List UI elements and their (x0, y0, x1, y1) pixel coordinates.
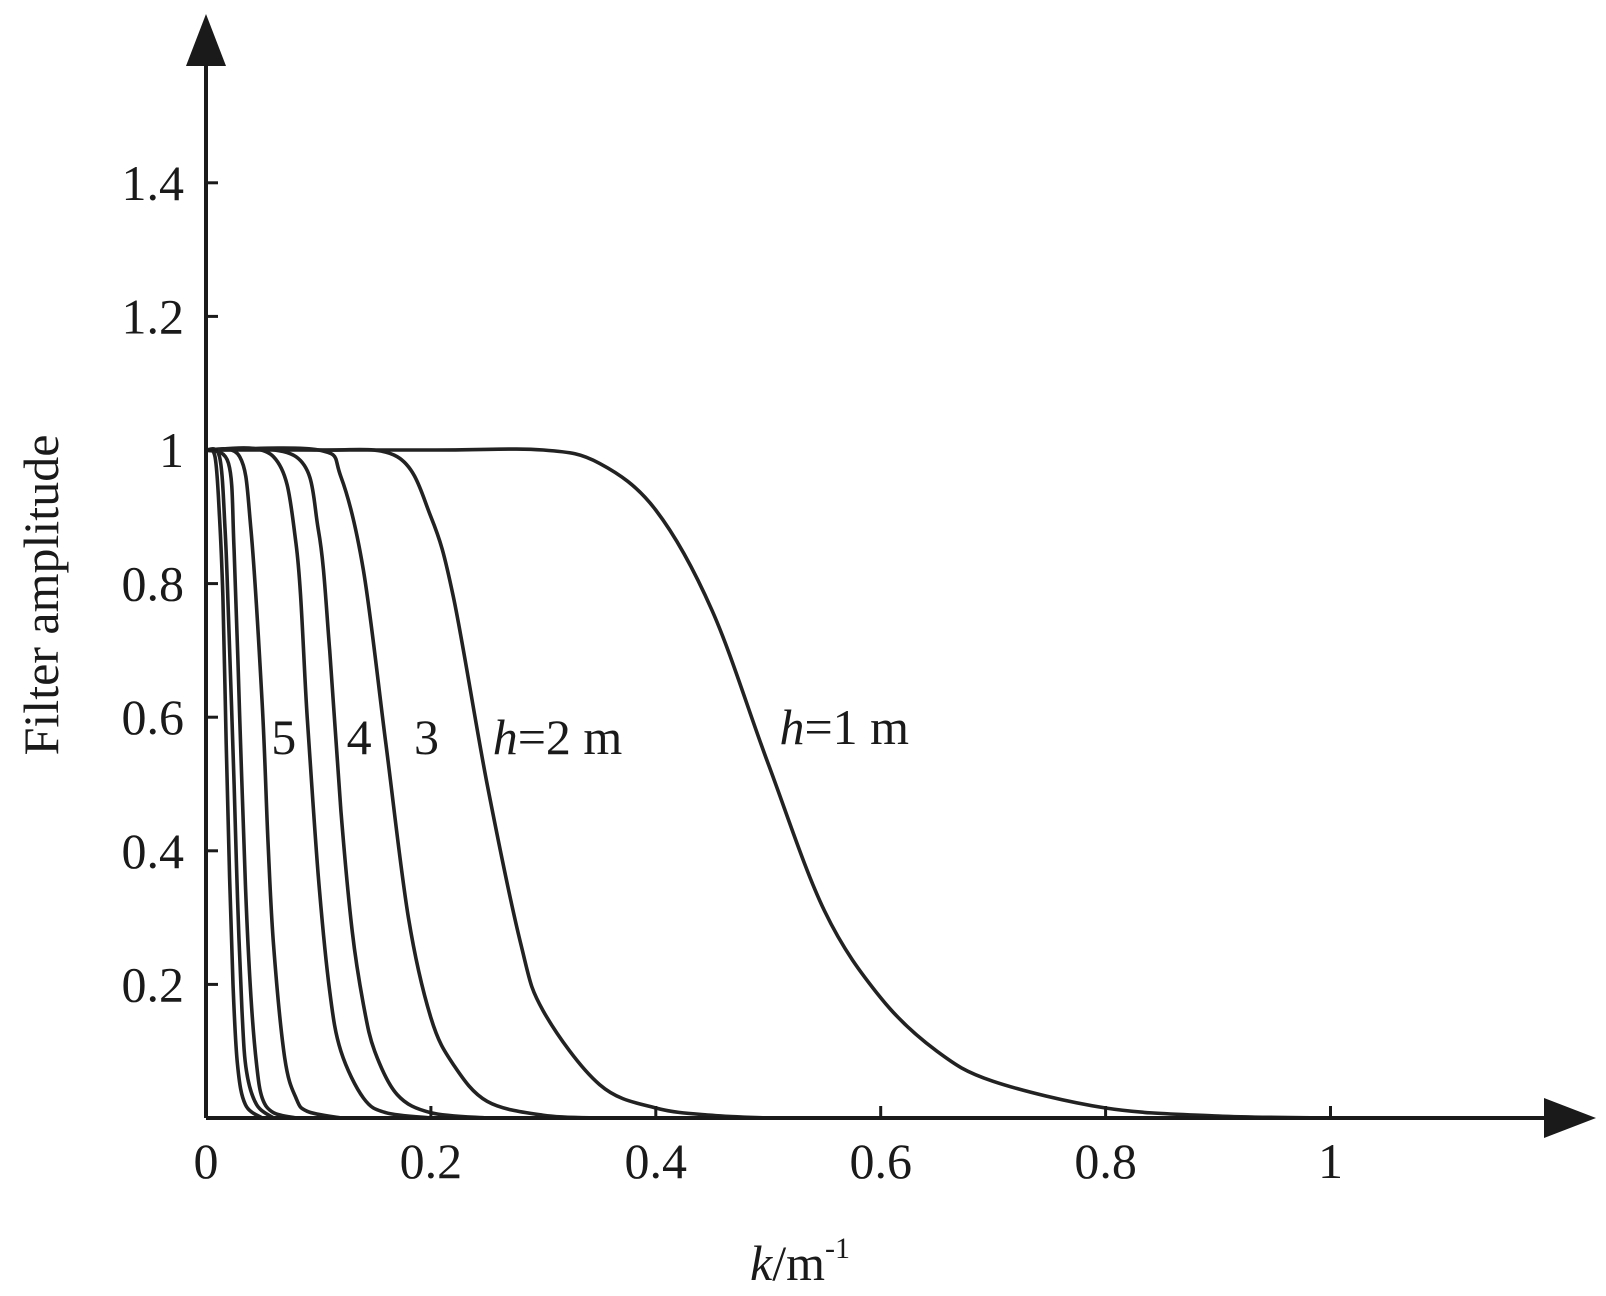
curve-label-4: 4 (347, 709, 372, 765)
series-line-h4 (205, 446, 488, 1120)
y-tick-label: 0.2 (122, 956, 185, 1012)
y-tick-label: 0.8 (122, 556, 185, 612)
curve-label-text: 3 (414, 709, 439, 765)
series-line-h7 (205, 448, 297, 1120)
curve-label-3: 3 (414, 709, 439, 765)
series-line-h9 (204, 447, 264, 1120)
curve-label-h2: h=2 m (493, 709, 623, 765)
series-line-h5 (205, 446, 432, 1120)
x-axis-var: k (750, 1235, 773, 1291)
curve-label-text: =1 m (804, 699, 909, 755)
x-tick-label: 0 (194, 1133, 219, 1189)
curve-label-5: 5 (271, 709, 296, 765)
y-tick-label: 1.4 (122, 155, 185, 211)
series-line-h8 (205, 446, 275, 1120)
y-tick-label: 1.2 (122, 288, 185, 344)
curves-group (204, 446, 1331, 1120)
curve-label-text: 5 (271, 709, 296, 765)
x-tick-label: 0.2 (400, 1133, 463, 1189)
y-axis-title: Filter amplitude (13, 435, 69, 756)
curve-label-var: h (779, 699, 804, 755)
curve-label-h1: h=1 m (779, 699, 909, 755)
curve-label-text: 4 (347, 709, 372, 765)
axes-group (186, 14, 1596, 1138)
y-tick-label: 1 (159, 422, 184, 478)
x-tick-label: 0.8 (1074, 1133, 1137, 1189)
x-axis-unit: /m (772, 1235, 825, 1291)
x-axis-arrow (1544, 1098, 1596, 1138)
curve-label-var: h (493, 709, 518, 765)
y-axis-arrow (186, 14, 226, 66)
x-tick-label: 0.4 (625, 1133, 688, 1189)
series-line-h1 (205, 447, 1331, 1120)
series-line-h2 (205, 447, 769, 1120)
ticks-group: 0 0.2 0.4 0.6 0.8 1 0.2 0.4 0.6 0.8 1 1.2 1.4 (122, 155, 1344, 1189)
curve-label-text: =2 m (518, 709, 623, 765)
x-axis-exp: -1 (825, 1232, 850, 1265)
series-line-h3 (205, 446, 600, 1120)
series-line-h6 (205, 446, 342, 1120)
x-tick-label: 0.6 (849, 1133, 912, 1189)
x-tick-label: 1 (1318, 1133, 1343, 1189)
y-tick-label: 0.6 (122, 689, 185, 745)
x-axis-title: k/m-1 (750, 1232, 850, 1291)
y-tick-label: 0.4 (122, 823, 185, 879)
